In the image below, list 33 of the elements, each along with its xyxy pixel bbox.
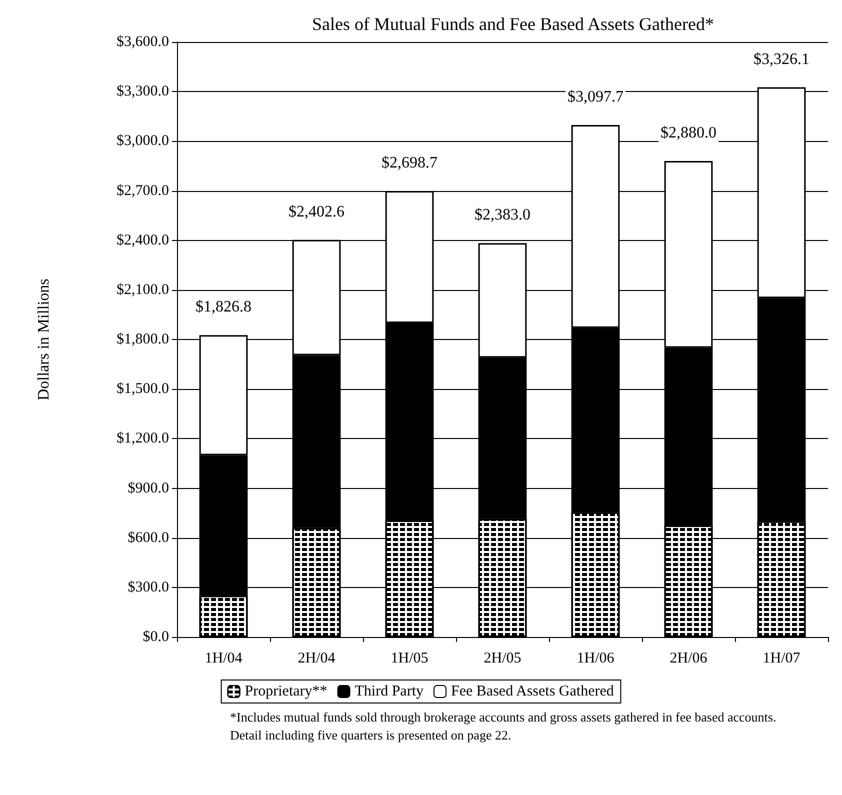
legend-label: Proprietary** [244,684,328,700]
y-tick-label: $0.0 [142,629,169,645]
y-tick-label: $3,000.0 [116,133,169,150]
text: *Includes mutual funds sold through brokerage accounts and gross assets gathered in fee based accounts. Detail including five quarters is presented on page 22. [230,710,780,742]
y-tick-label: $2,700.0 [116,182,169,199]
x-tick-label: 2H/05 [484,650,522,666]
y-tick-label: $1,200.0 [116,430,169,447]
total-label: $3,326.1 [754,50,810,68]
legend-label: Third Party [354,684,424,700]
x-tick-label: 1H/06 [576,650,615,666]
y-tick-label: $900.0 [128,480,169,496]
y-axis-title: Dollars in Millions [36,278,52,400]
x-tick-label: 1H/07 [762,650,801,666]
y-tick-label: $1,800.0 [116,332,169,348]
x-tick-label: 1H/05 [390,650,428,666]
total-label: $1,826.8 [196,298,252,316]
x-tick-label: 2H/06 [670,650,708,666]
y-tick-label: $2,400.0 [116,232,169,248]
y-tick-label: $600.0 [128,530,169,546]
total-label: $2,383.0 [474,206,530,224]
x-tick-label: 1H/04 [204,650,243,666]
total-label: $2,402.6 [288,203,344,220]
total-label: $3,097.7 [568,88,624,106]
y-tick-label: $3,600.0 [116,34,169,50]
y-tick-label: $3,300.0 [116,84,169,100]
y-tick-label: $1,500.0 [116,381,169,398]
total-label: $2,698.7 [382,154,438,172]
x-tick-label: 2H/04 [298,650,336,666]
y-tick-label: $300.0 [128,579,169,596]
chart-title: Sales of Mutual Funds and Fee Based Assets Gathered* [312,14,714,34]
total-label: $2,880.0 [660,124,716,142]
legend-label: Fee Based Assets Gathered [451,684,614,700]
y-tick-label: $2,100.0 [116,282,169,298]
